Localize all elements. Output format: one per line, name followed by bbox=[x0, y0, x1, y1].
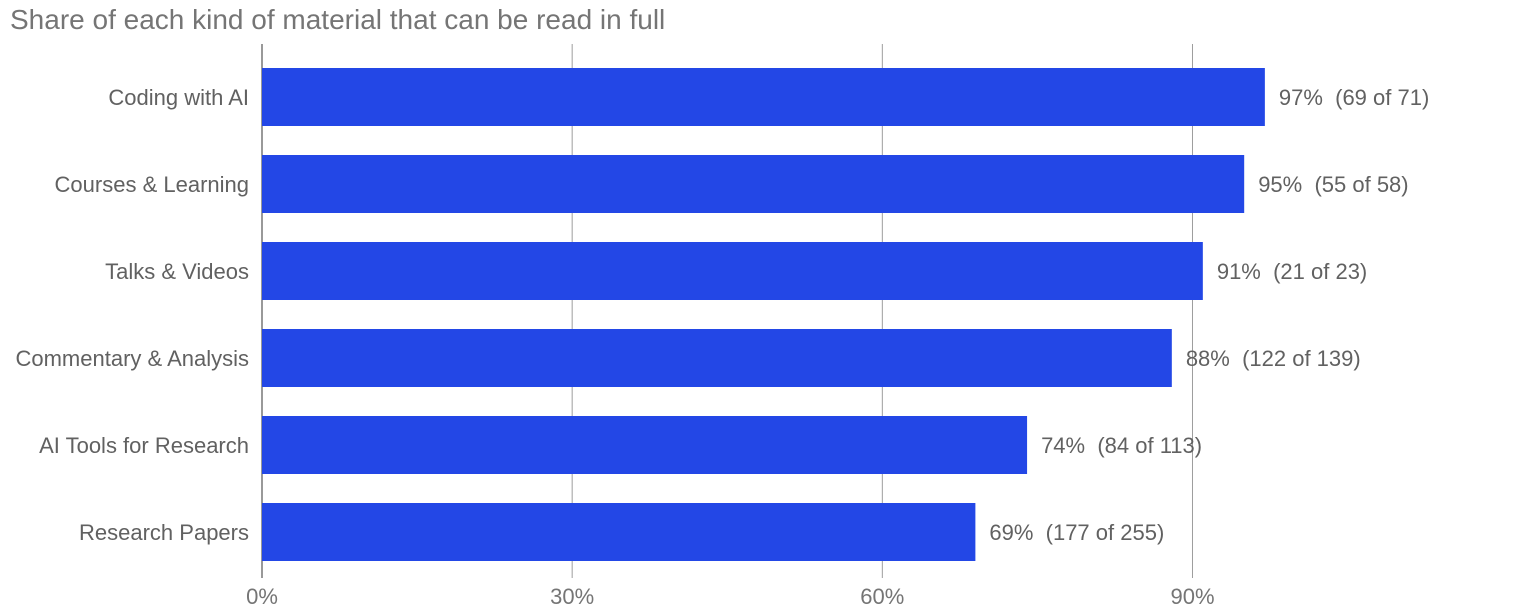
category-label: Courses & Learning bbox=[55, 172, 249, 197]
bar bbox=[262, 416, 1028, 474]
bar bbox=[262, 503, 976, 561]
labels: 0% 30% 60% 90% Coding with AI 97% (69 of 71) C… bbox=[15, 85, 1429, 609]
data-label: 95% (55 of 58) bbox=[1258, 172, 1408, 197]
data-label: 74% (84 of 113) bbox=[1041, 433, 1202, 458]
category-label: Commentary & Analysis bbox=[15, 346, 249, 371]
data-label: 97% (69 of 71) bbox=[1279, 85, 1429, 110]
category-label: Talks & Videos bbox=[105, 259, 249, 284]
bar bbox=[262, 329, 1172, 387]
x-tick-label: 60% bbox=[860, 584, 904, 609]
bar bbox=[262, 155, 1245, 213]
data-label: 88% (122 of 139) bbox=[1186, 346, 1361, 371]
gridlines bbox=[261, 44, 1193, 578]
category-label: Coding with AI bbox=[108, 85, 249, 110]
data-label: 69% (177 of 255) bbox=[989, 520, 1164, 545]
category-label: AI Tools for Research bbox=[39, 433, 249, 458]
x-tick-label: 0% bbox=[246, 584, 278, 609]
bars bbox=[262, 68, 1265, 561]
bar bbox=[262, 68, 1265, 126]
x-tick-label: 30% bbox=[550, 584, 594, 609]
chart-title: Share of each kind of material that can … bbox=[10, 4, 666, 35]
data-label: 91% (21 of 23) bbox=[1217, 259, 1367, 284]
x-tick-label: 90% bbox=[1170, 584, 1214, 609]
bar bbox=[262, 242, 1203, 300]
category-label: Research Papers bbox=[79, 520, 249, 545]
